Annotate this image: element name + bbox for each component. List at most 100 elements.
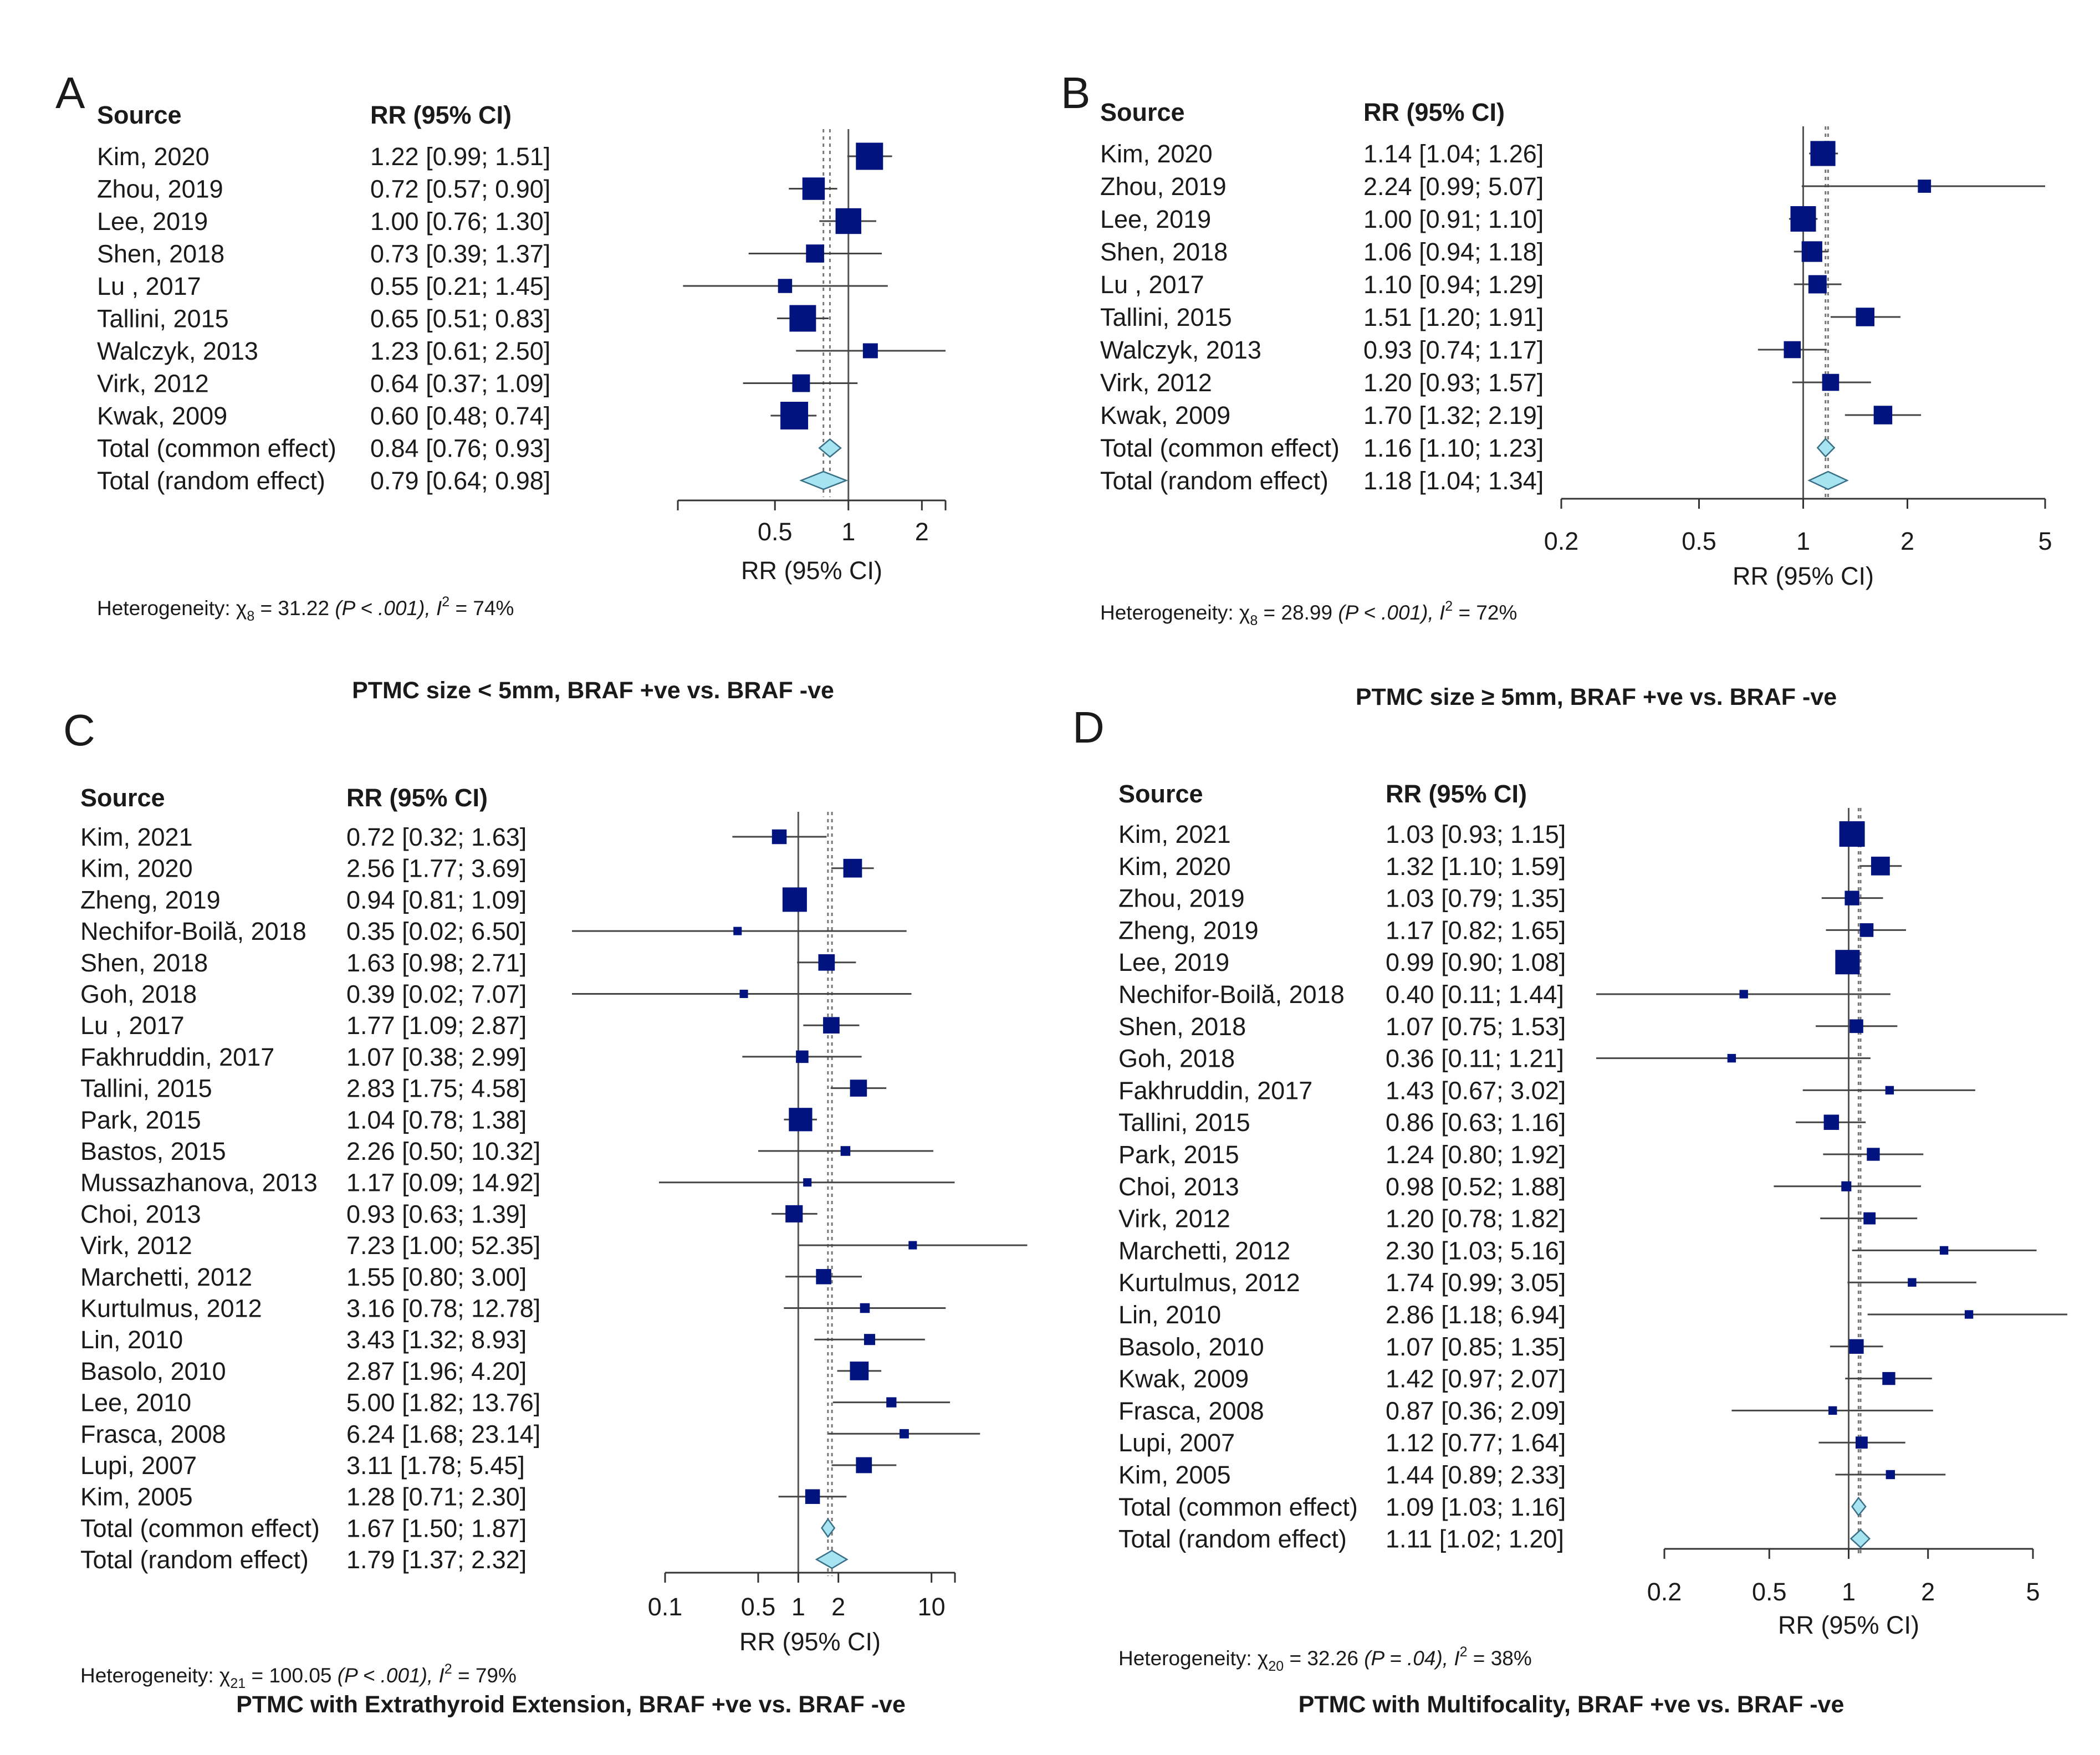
column-header-source: Source: [1118, 780, 1203, 808]
study-rr-ci: 1.42 [0.97; 2.07]: [1386, 1365, 1566, 1393]
study-point-box: [785, 1205, 803, 1222]
study-point-box: [856, 1457, 872, 1473]
study-point-box: [1823, 1114, 1840, 1130]
x-axis-tick-label: 2: [915, 518, 929, 546]
pooled-diamond: [818, 438, 842, 458]
x-axis-tick-label: 10: [918, 1593, 946, 1621]
study-point-box: [816, 1269, 831, 1285]
study-point-box: [1908, 1278, 1917, 1287]
study-point-box: [778, 279, 793, 293]
study-rr-ci: 1.74 [0.99; 3.05]: [1386, 1268, 1566, 1297]
study-point-box: [1882, 1372, 1895, 1385]
study-source: Zhou, 2019: [1100, 172, 1227, 201]
study-rr-ci: 0.35 [0.02; 6.50]: [346, 917, 527, 945]
x-axis-title: RR (95% CI): [1733, 562, 1874, 590]
study-point-box: [1871, 856, 1890, 876]
x-axis-tick-label: 5: [2038, 527, 2052, 555]
study-source: Kim, 2020: [1118, 852, 1231, 881]
study-source: Kwak, 2009: [1100, 401, 1230, 429]
heterogeneity-text: Heterogeneity: χ20 = 32.26 (P = .04), I2…: [1118, 1644, 1532, 1674]
study-rr-ci: 1.28 [0.71; 2.30]: [346, 1483, 527, 1511]
column-header-source: Source: [97, 101, 182, 129]
study-rr-ci: 0.40 [0.11; 1.44]: [1386, 980, 1564, 1009]
x-axis-tick-label: 2: [1921, 1578, 1935, 1606]
study-point-box: [1886, 1470, 1895, 1480]
forest-panel-b: B Source RR (95% CI) Kim, 2020 1.14 [1.04; 1…: [1061, 68, 2052, 710]
study-point-box: [806, 244, 824, 263]
study-point-box: [1790, 206, 1816, 232]
study-point-box: [1873, 406, 1893, 424]
study-source: Lupi, 2007: [1118, 1429, 1235, 1457]
x-axis-tick-label: 0.1: [648, 1593, 683, 1621]
study-rr-ci: 2.56 [1.77; 3.69]: [346, 855, 527, 883]
study-rr-ci: 2.87 [1.96; 4.20]: [346, 1357, 527, 1385]
study-point-box: [835, 208, 861, 234]
study-point-box: [1964, 1310, 1974, 1319]
study-rr-ci: 0.64 [0.37; 1.09]: [370, 370, 550, 398]
total-label: Total (random effect): [1100, 467, 1329, 495]
study-rr-ci: 3.16 [0.78; 12.78]: [346, 1294, 540, 1323]
study-rr-ci: 1.12 [0.77; 1.64]: [1386, 1429, 1566, 1457]
total-rr-ci: 1.67 [1.50; 1.87]: [346, 1514, 527, 1542]
study-rr-ci: 0.60 [0.48; 0.74]: [370, 402, 550, 430]
study-point-box: [863, 1334, 876, 1345]
study-source: Frasca, 2008: [80, 1420, 226, 1448]
panel-caption: PTMC with Extrathyroid Extension, BRAF +…: [236, 1691, 906, 1718]
study-source: Kwak, 2009: [1118, 1365, 1249, 1393]
panel-caption: PTMC size < 5mm, BRAF +ve vs. BRAF -ve: [352, 677, 834, 704]
study-point-box: [1801, 241, 1822, 262]
column-header-estimate: RR (95% CI): [370, 101, 512, 129]
x-axis-tick-label: 5: [2026, 1578, 2040, 1606]
study-rr-ci: 0.73 [0.39; 1.37]: [370, 240, 550, 268]
total-label: Total (random effect): [97, 467, 325, 495]
x-axis-title: RR (95% CI): [741, 556, 882, 585]
study-rr-ci: 0.99 [0.90; 1.08]: [1386, 948, 1566, 976]
study-source: Kurtulmus, 2012: [80, 1294, 262, 1323]
study-source: Choi, 2013: [1118, 1173, 1239, 1201]
study-source: Tallini, 2015: [80, 1075, 212, 1103]
pooled-diamond: [1849, 1528, 1871, 1549]
study-point-box: [850, 1079, 867, 1097]
study-point-box: [796, 1050, 809, 1063]
study-source: Tallini, 2015: [1118, 1108, 1250, 1137]
study-point-box: [1844, 891, 1859, 905]
study-rr-ci: 0.87 [0.36; 2.09]: [1386, 1396, 1566, 1425]
x-axis-tick-label: 1: [791, 1593, 805, 1621]
study-source: Lu , 2017: [97, 272, 201, 300]
study-rr-ci: 6.24 [1.68; 23.14]: [346, 1420, 540, 1448]
study-point-box: [789, 1108, 813, 1132]
x-axis-tick-label: 2: [831, 1593, 845, 1621]
study-rr-ci: 0.98 [0.52; 1.88]: [1386, 1173, 1566, 1201]
study-rr-ci: 1.23 [0.61; 2.50]: [370, 337, 550, 365]
study-source: Nechifor-Boilă, 2018: [1118, 980, 1345, 1009]
study-source: Lu , 2017: [1100, 270, 1204, 299]
study-source: Lupi, 2007: [80, 1451, 197, 1480]
study-source: Kurtulmus, 2012: [1118, 1268, 1300, 1297]
study-source: Kim, 2020: [97, 142, 210, 171]
study-rr-ci: 0.93 [0.74; 1.17]: [1363, 336, 1544, 364]
study-source: Virk, 2012: [80, 1231, 192, 1260]
study-source: Basolo, 2010: [80, 1357, 226, 1385]
study-rr-ci: 2.24 [0.99; 5.07]: [1363, 172, 1544, 201]
pooled-diamond: [1851, 1496, 1867, 1517]
study-point-box: [856, 142, 883, 170]
study-rr-ci: 1.77 [1.09; 2.87]: [346, 1011, 527, 1040]
x-axis-tick-label: 0.2: [1647, 1578, 1682, 1606]
study-rr-ci: 0.65 [0.51; 0.83]: [370, 305, 550, 333]
study-source: Fakhruddin, 2017: [1118, 1076, 1312, 1104]
study-rr-ci: 0.93 [0.63; 1.39]: [346, 1200, 527, 1228]
total-label: Total (random effect): [80, 1546, 309, 1574]
study-source: Tallini, 2015: [1100, 303, 1232, 331]
study-source: Lin, 2010: [80, 1326, 183, 1354]
column-header-estimate: RR (95% CI): [346, 784, 488, 812]
study-source: Virk, 2012: [97, 370, 209, 398]
panel-caption: PTMC size ≥ 5mm, BRAF +ve vs. BRAF -ve: [1356, 684, 1837, 710]
study-point-box: [900, 1429, 909, 1439]
total-label: Total (common effect): [1118, 1493, 1358, 1521]
study-point-box: [840, 1146, 851, 1156]
column-header-source: Source: [80, 784, 165, 812]
study-source: Kim, 2021: [80, 823, 193, 851]
total-rr-ci: 0.84 [0.76; 0.93]: [370, 434, 550, 463]
total-label: Total (common effect): [80, 1514, 320, 1542]
